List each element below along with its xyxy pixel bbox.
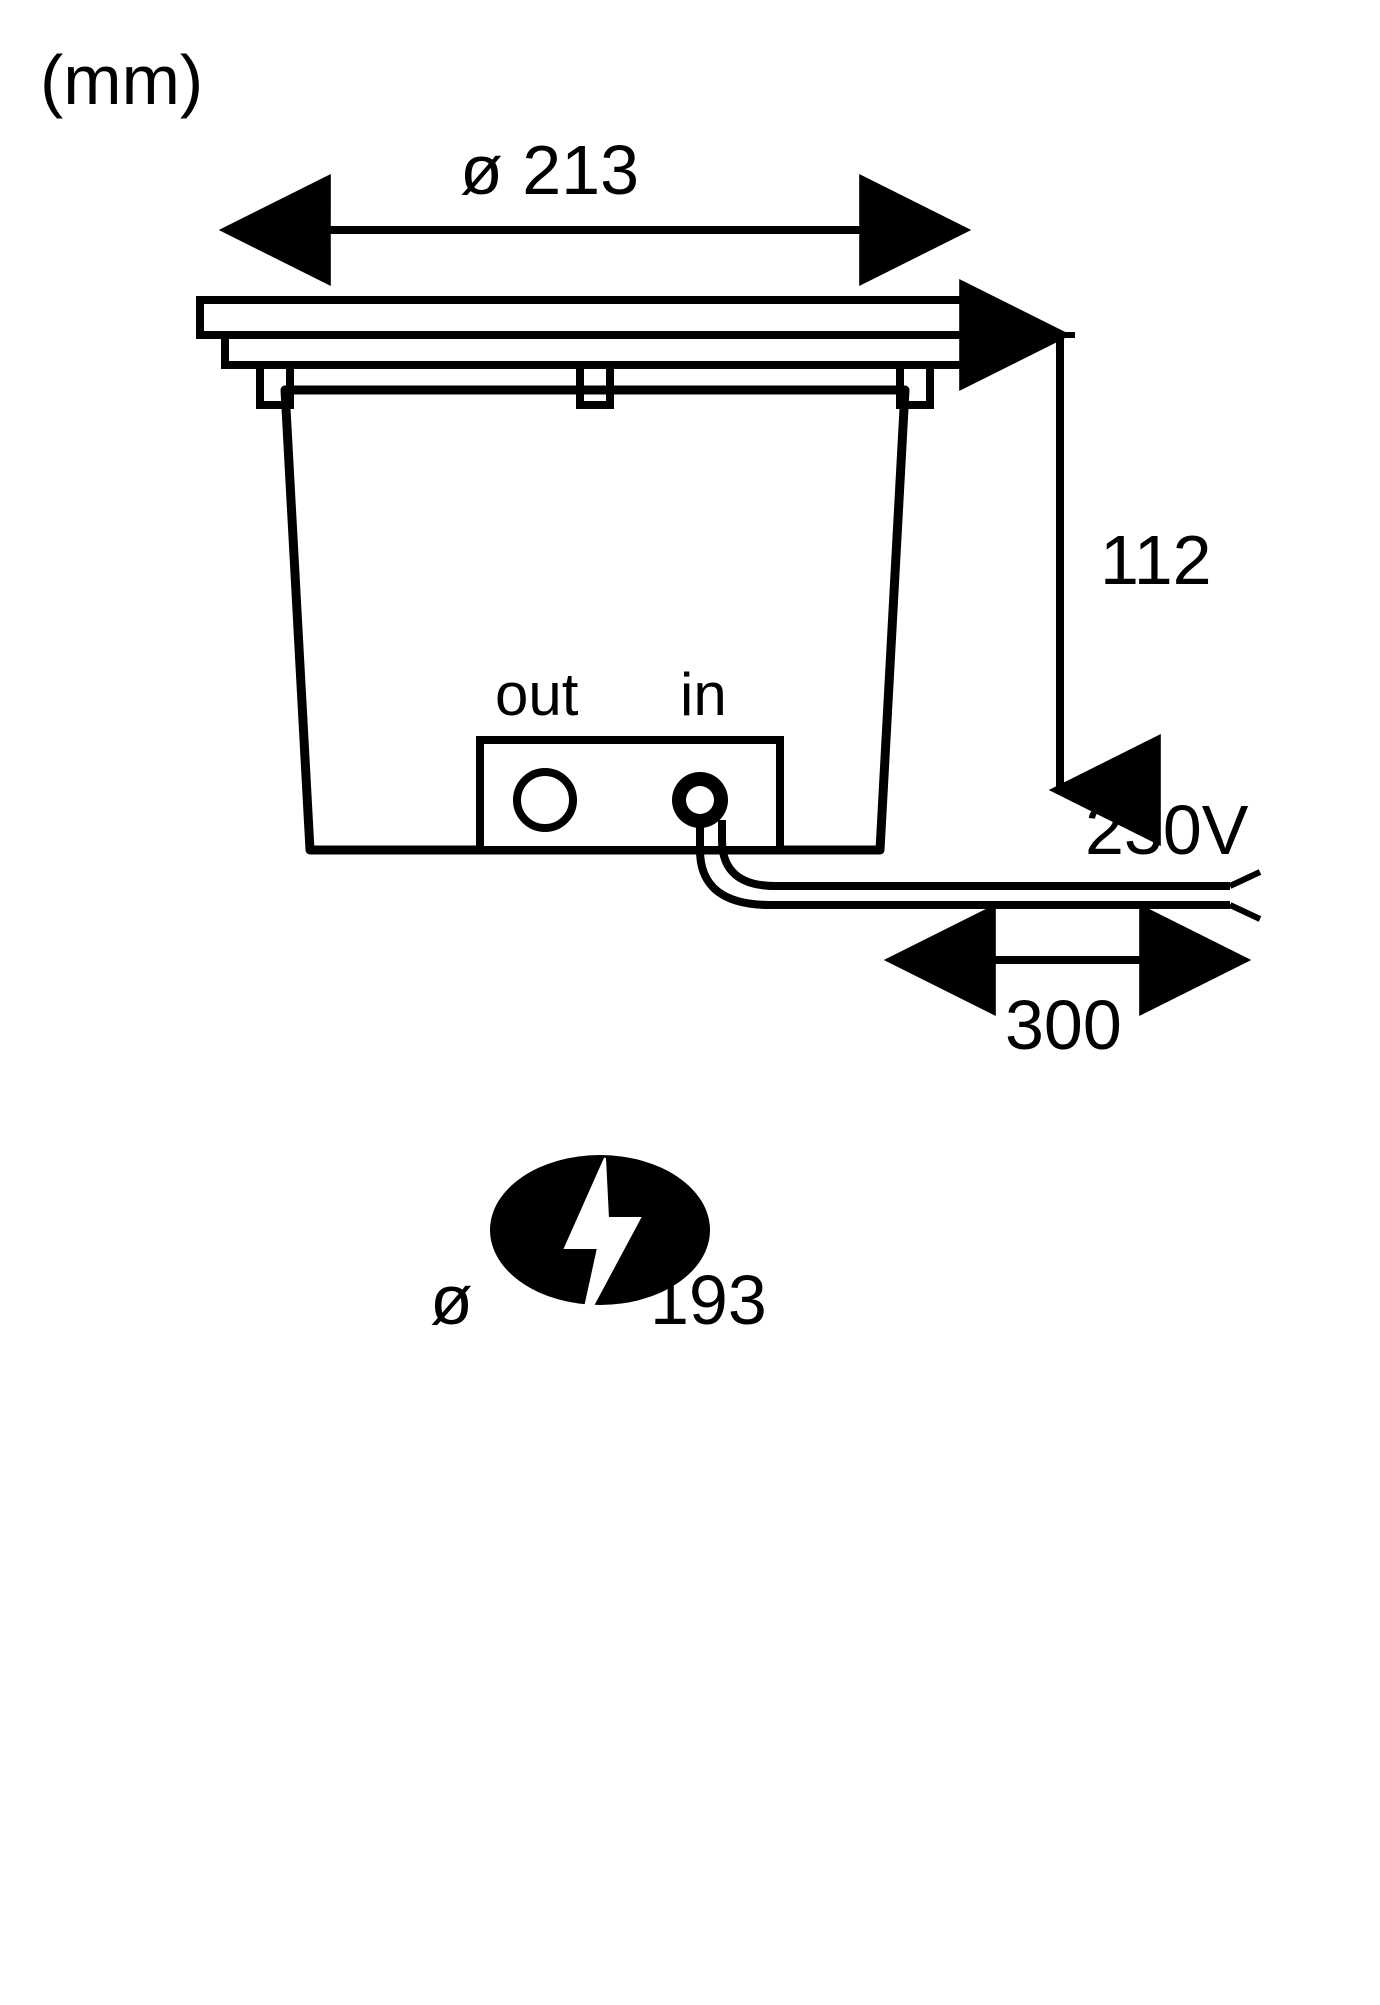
connector-box bbox=[480, 740, 780, 850]
top-plate bbox=[200, 300, 990, 335]
out-label: out bbox=[495, 660, 578, 729]
in-label: in bbox=[680, 660, 727, 729]
clip-2 bbox=[580, 365, 610, 405]
cable-length-label: 300 bbox=[1005, 985, 1122, 1065]
dimension-drawing bbox=[0, 0, 1380, 2000]
height-label: 112 bbox=[1100, 520, 1212, 600]
unit-label: (mm) bbox=[40, 40, 203, 120]
cutout-diameter-prefix: ø bbox=[430, 1260, 473, 1340]
cutout-diameter-value: 193 bbox=[650, 1260, 767, 1340]
inner-rim bbox=[225, 335, 965, 365]
diameter-label: ø 213 bbox=[460, 130, 639, 210]
voltage-label: 230V bbox=[1085, 790, 1248, 870]
